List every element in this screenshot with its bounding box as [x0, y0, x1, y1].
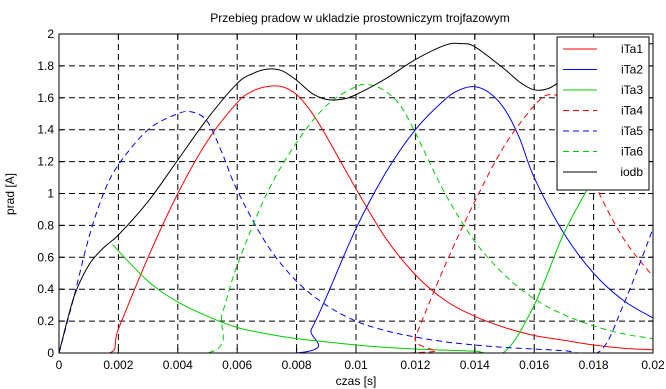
x-tick-label: 0.004 [163, 358, 193, 372]
y-tick-label: 0.4 [37, 282, 54, 296]
x-tick-label: 0.014 [460, 358, 490, 372]
series-line-iTa6 [59, 83, 653, 353]
series-line-iTa3 [112, 145, 609, 353]
series-line-iTa1 [59, 85, 653, 353]
x-tick-label: 0.018 [579, 358, 609, 372]
y-tick-label: 1.4 [37, 123, 54, 137]
y-tick-label: 0 [47, 346, 54, 360]
series-group [59, 42, 653, 353]
series-line-iTa5 [59, 110, 653, 353]
x-tick-label: 0.016 [519, 358, 549, 372]
x-tick-label: 0.02 [641, 358, 665, 372]
legend-label-iTa5: iTa5 [621, 124, 643, 138]
y-tick-label: 1.8 [37, 59, 54, 73]
legend-label-iTa4: iTa4 [621, 104, 643, 118]
y-axis: 0 0.2 0.4 0.6 0.8 1 1.2 1.4 1.6 1.8 2 [37, 27, 653, 360]
y-tick-label: 0.8 [37, 218, 54, 232]
legend-label-iodb: iodb [620, 165, 643, 179]
chart-title: Przebieg pradow w ukladzie prostowniczym… [210, 11, 509, 25]
series-line-iodb [59, 42, 653, 353]
legend-label-iTa2: iTa2 [621, 63, 643, 77]
legend: iTa1 iTa2 iTa3 iTa4 iTa5 iTa6 iodb [556, 36, 650, 191]
x-tick-label: 0.012 [400, 358, 430, 372]
x-axis: 0 0.002 0.004 0.006 0.008 0.01 0.012 0.014 0.016… [56, 34, 665, 372]
legend-label-iTa3: iTa3 [621, 83, 643, 97]
x-axis-title: czas [s] [336, 374, 377, 388]
y-tick-label: 0.6 [37, 250, 54, 264]
legend-box [556, 36, 650, 191]
y-tick-label: 1.6 [37, 91, 54, 105]
legend-label-iTa1: iTa1 [621, 42, 643, 56]
y-tick-label: 2 [47, 27, 54, 41]
y-tick-label: 1.2 [37, 155, 54, 169]
y-axis-title: prad [A] [3, 173, 17, 215]
y-tick-label: 0.2 [37, 314, 54, 328]
y-tick-label: 1 [47, 187, 54, 201]
x-tick-label: 0 [56, 358, 63, 372]
x-tick-label: 0.01 [344, 358, 368, 372]
x-tick-label: 0.002 [103, 358, 133, 372]
legend-label-iTa6: iTa6 [621, 145, 643, 159]
x-tick-label: 0.008 [282, 358, 312, 372]
x-tick-label: 0.006 [222, 358, 252, 372]
